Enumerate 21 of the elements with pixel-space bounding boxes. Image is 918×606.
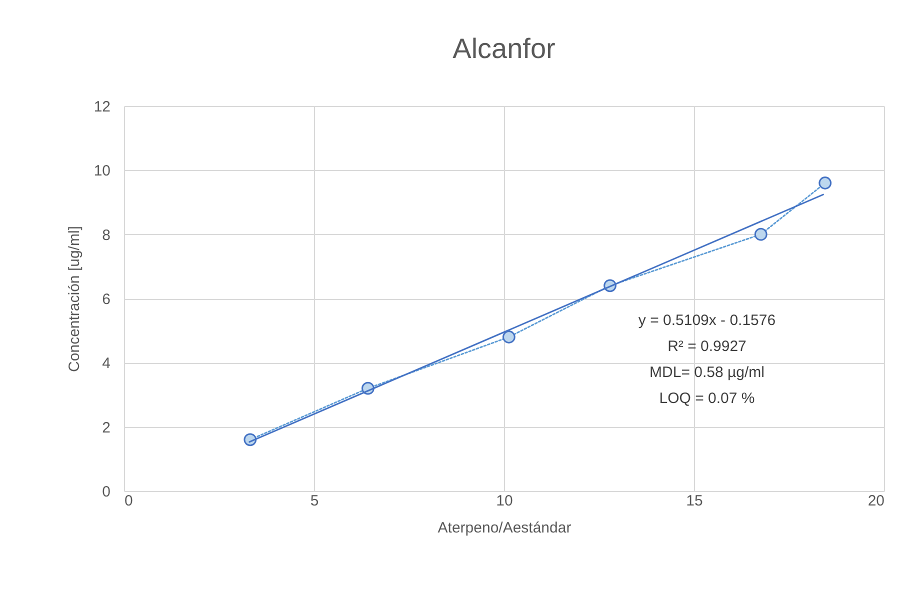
y-tick-label: 8 — [102, 226, 110, 244]
x-axis-title: Aterpeno/Aestándar — [438, 520, 572, 536]
y-tick-label: 6 — [102, 291, 110, 308]
y-tick-label: 4 — [102, 355, 110, 372]
x-tick-label: 0 — [124, 492, 133, 510]
x-tick-label: 5 — [310, 492, 319, 510]
y-tick-label: 2 — [102, 419, 110, 436]
chart-title: Alcanfor — [452, 33, 556, 64]
x-tick-label: 10 — [496, 492, 513, 510]
annotation: R² = 0.9927 — [668, 338, 746, 355]
y-axis-title: Concentración [ug/ml] — [66, 226, 83, 372]
annotation: y = 0.5109x - 0.1576 — [638, 312, 776, 329]
y-tick-label: 10 — [94, 162, 110, 180]
x-tick-label: 15 — [686, 492, 703, 510]
point — [502, 330, 516, 344]
y-tick-label: 12 — [94, 98, 110, 116]
point — [818, 176, 832, 190]
annotation: LOQ = 0.07 % — [659, 390, 755, 407]
point — [754, 228, 768, 241]
x-tick-label: 20 — [868, 492, 884, 510]
annotation: MDL= 0.58 µg/ml — [650, 364, 764, 381]
